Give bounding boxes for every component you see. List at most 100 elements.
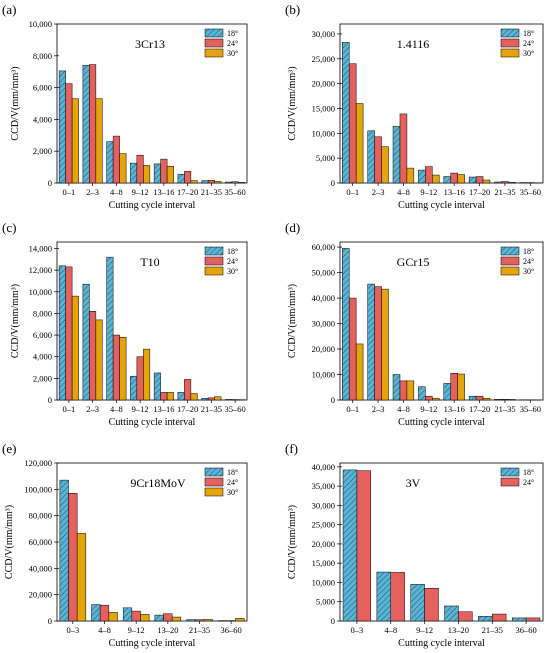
bar-0–1-30°	[71, 295, 79, 401]
legend-label: 30°	[227, 267, 238, 276]
bar-9–12-18°	[122, 607, 133, 622]
x-tick-label: 13–20	[157, 625, 178, 635]
y-tick-label: 0	[331, 616, 335, 626]
bar-4–8-30°	[119, 153, 127, 184]
bar-13–16-30°	[166, 166, 174, 184]
legend-swatch	[500, 256, 520, 266]
y-axis-title: CCD/V(mm/mm³)	[287, 284, 298, 358]
legend-swatch	[500, 28, 520, 38]
bar-9–12-30°	[432, 397, 440, 401]
bar-9–12-18°	[410, 584, 425, 622]
x-axis-title: Cutting cycle interval	[398, 417, 485, 428]
bar-21–35-24°	[207, 397, 215, 401]
bar-4–8-24°	[390, 572, 405, 622]
y-tick-label: 5,000	[316, 597, 335, 607]
x-axis-title: Cutting cycle interval	[109, 417, 196, 428]
x-tick-label: 21–35	[201, 187, 222, 197]
bar-4–8-18°	[91, 604, 101, 622]
bar-9–12-24°	[424, 587, 439, 622]
y-tick-label: 10,000	[312, 577, 335, 587]
legend-swatch	[204, 28, 224, 38]
bar-2–3-18°	[82, 283, 90, 401]
y-tick-label: 30,000	[312, 29, 335, 39]
legend-swatch	[204, 487, 224, 497]
x-tick-label: 35–60	[225, 187, 246, 197]
x-tick-label: 0–1	[346, 404, 359, 414]
legend-swatch	[204, 256, 224, 266]
bar-2–3-30°	[95, 319, 103, 401]
x-tick-label: 21–35	[494, 404, 515, 414]
bar-17–20-30°	[190, 180, 198, 184]
bar-21–35-24°	[501, 181, 509, 184]
x-tick-label: 2–3	[86, 404, 99, 414]
y-tick-label: 0	[331, 178, 335, 188]
bar-13–16-24°	[160, 158, 168, 184]
legend-label: 18°	[523, 247, 534, 256]
bar-21–35-24°	[207, 180, 215, 184]
y-tick-label: 0	[48, 178, 52, 188]
y-tick-label: 10,000	[29, 19, 52, 29]
panel-label: (c)	[2, 220, 16, 235]
legend-label: 24°	[523, 39, 534, 48]
y-tick-label: 6,000	[33, 83, 52, 93]
bar-2–3-24°	[89, 64, 97, 184]
bar-9–12-24°	[425, 395, 433, 401]
plot-frame	[56, 23, 248, 184]
bar-4–8-18°	[376, 571, 392, 622]
y-tick-label: 14,000	[29, 243, 52, 253]
legend-label: 18°	[227, 468, 238, 477]
bar-2–3-24°	[374, 136, 382, 184]
y-tick-label: 80,000	[29, 511, 52, 521]
bar-36–60-30°	[235, 618, 245, 622]
bar-21–35-18°	[201, 398, 209, 401]
x-tick-label: 36–60	[221, 625, 242, 635]
bar-0–1-30°	[355, 343, 364, 401]
y-tick-label: 10,000	[29, 287, 52, 297]
legend-label: 30°	[227, 49, 238, 58]
x-tick-label: 9–12	[416, 625, 433, 635]
legend-swatch	[204, 48, 224, 58]
bar-2–3-30°	[381, 146, 389, 184]
bar-4–8-30°	[406, 167, 415, 184]
bar-0–1-18°	[342, 248, 350, 401]
x-tick-label: 9–12	[420, 404, 437, 414]
panel-label: (f)	[285, 441, 298, 456]
bar-21–35-24°	[194, 619, 205, 622]
bar-4–8-30°	[108, 612, 118, 622]
x-axis-title: Cutting cycle interval	[398, 200, 485, 211]
x-tick-label: 13–16	[444, 404, 465, 414]
y-tick-label: 15,000	[312, 558, 335, 568]
panel-label: (b)	[285, 2, 300, 17]
bar-2–3-24°	[374, 286, 382, 401]
bar-0–3-24°	[356, 470, 372, 622]
legend-label: 18°	[523, 29, 534, 38]
legend-label: 24°	[227, 478, 238, 487]
bar-0–3-24°	[68, 493, 78, 622]
legend-label: 30°	[227, 488, 238, 497]
bar-4–8-24°	[112, 135, 120, 184]
bar-35–60-18°	[225, 181, 233, 184]
chart-panel-3: 0 10,000 20,000 30,000 40,000 50,000 60,000 0–1…	[285, 220, 544, 428]
x-tick-label: 36–60	[515, 625, 536, 635]
bar-9–12-18°	[418, 169, 426, 184]
y-tick-label: 0	[48, 616, 52, 626]
bar-9–12-24°	[425, 166, 433, 184]
y-tick-label: 20,000	[312, 79, 335, 89]
y-tick-label: 4,000	[33, 114, 52, 124]
bar-21–35-30°	[203, 619, 213, 622]
material-label: 3V	[406, 476, 421, 490]
bar-35–60-30°	[238, 182, 246, 184]
x-tick-label: 21–35	[482, 625, 503, 635]
y-tick-label: 2,000	[33, 373, 52, 383]
x-tick-label: 4–8	[384, 625, 397, 635]
x-tick-label: 17–20	[177, 404, 198, 414]
x-tick-label: 2–3	[372, 404, 385, 414]
y-tick-label: 30,000	[312, 500, 335, 510]
bar-13–16-24°	[450, 372, 458, 401]
material-label: 9Cr18MoV	[130, 476, 186, 490]
bar-13–20-18°	[154, 614, 164, 622]
legend-swatch	[500, 48, 520, 58]
x-tick-label: 2–3	[372, 187, 385, 197]
legend-label: 30°	[523, 49, 534, 58]
bar-0–1-24°	[65, 266, 73, 401]
